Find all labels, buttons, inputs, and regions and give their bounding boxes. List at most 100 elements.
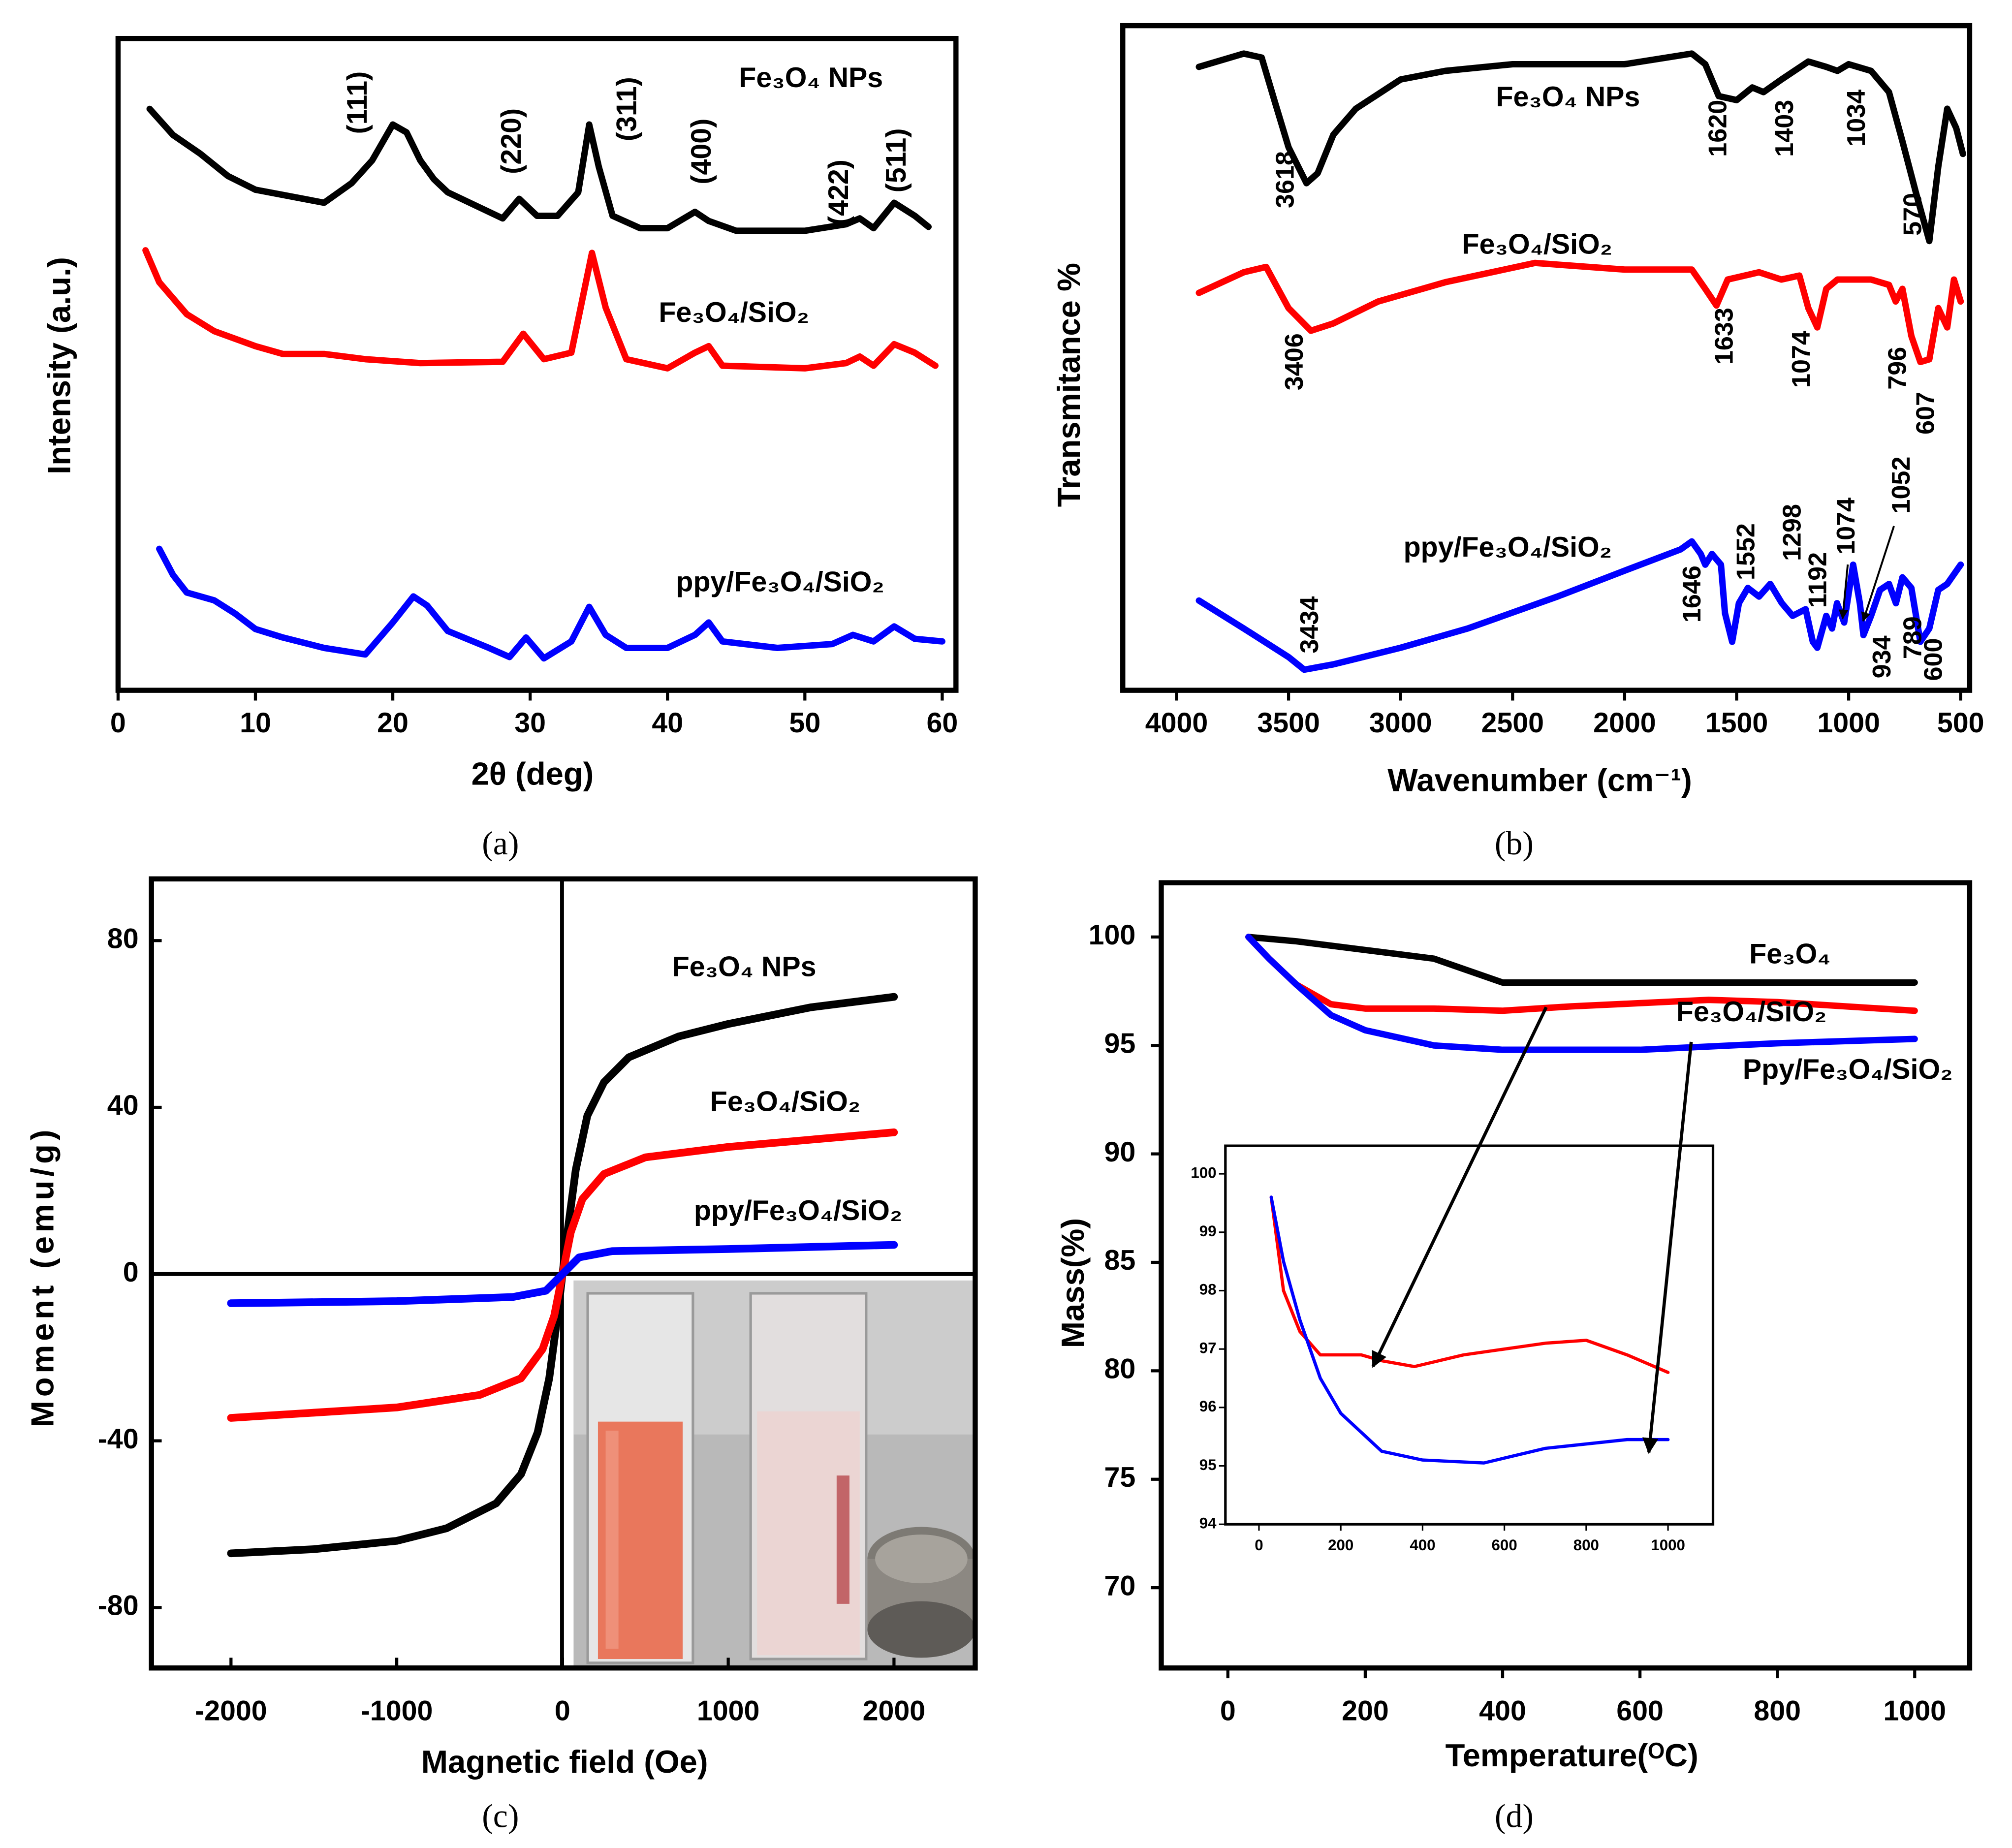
series-line — [1269, 1195, 1670, 1465]
panel-label: (b) — [1495, 825, 1534, 862]
x-tick-label: 60 — [927, 707, 958, 739]
arrow — [1642, 1041, 1693, 1454]
x-tick-label: 400 — [1479, 1695, 1526, 1727]
series-label: Fe₃O₄ NPs — [1496, 81, 1640, 113]
x-tick-label: 400 — [1410, 1536, 1435, 1554]
plot: 0 200 400 600 800 1000707580859095100Fe₃O₄Fe₃… — [1055, 880, 1973, 1834]
x-tick-label: 0 — [555, 1695, 570, 1727]
arrow — [1861, 526, 1895, 622]
x-tick-label: 4000 — [1145, 707, 1208, 739]
series-label: ppy/Fe₃O₄/SiO₂ — [676, 566, 884, 597]
panel-label: (d) — [1495, 1797, 1534, 1834]
x-axis-title: 2θ (deg) — [472, 756, 594, 792]
peak-annotation: 1552 — [1732, 523, 1760, 580]
x-tick-label: 1000 — [1884, 1695, 1947, 1727]
x-axis-title: Magnetic field (Oe) — [421, 1744, 708, 1780]
x-tick-label: 1000 — [697, 1695, 760, 1727]
x-tick-label: 0 — [1220, 1695, 1236, 1727]
series-line — [227, 1241, 898, 1307]
y-tick-label: 95 — [1199, 1456, 1217, 1473]
y-tick-label: 97 — [1199, 1339, 1217, 1356]
arrow — [1838, 564, 1849, 620]
peak-annotation: 3406 — [1280, 333, 1309, 390]
inset-background — [1225, 1146, 1713, 1525]
x-tick-label: 10 — [240, 707, 271, 739]
y-tick-label: -40 — [98, 1423, 139, 1455]
y-axis-title: Transmitance % — [1051, 263, 1087, 507]
x-tick-label: 1500 — [1705, 707, 1768, 739]
peak-annotation: 934 — [1868, 635, 1896, 678]
plot: 0 10 20 30 40 50 60 Fe₃O₄ NPs Fe₃O₄/SiO₂ ppy/Fe₃O… — [41, 35, 959, 862]
x-tick-label: 50 — [789, 707, 820, 739]
peak-annotation: (311) — [611, 77, 643, 141]
arrow — [1371, 1006, 1548, 1368]
peak-annotation: (220) — [496, 108, 527, 174]
peak-annotation: (400) — [686, 119, 717, 185]
peak-annotation: 1052 — [1887, 456, 1916, 513]
series-label: ppy/Fe₃O₄/SiO₂ — [694, 1195, 902, 1226]
y-tick-label: 94 — [1199, 1514, 1217, 1532]
y-tick-label: 70 — [1104, 1570, 1136, 1601]
peak-annotation: 796 — [1883, 347, 1912, 390]
series-line — [1195, 50, 1966, 245]
y-tick-label: 100 — [1191, 1164, 1216, 1181]
y-tick-label: 40 — [107, 1090, 139, 1121]
series-line — [1245, 934, 1918, 986]
peak-annotation: (111) — [342, 71, 373, 134]
peak-annotation: 1298 — [1778, 504, 1807, 561]
x-tick-label: 3000 — [1369, 707, 1432, 739]
plot: 4000 3500 3000 2500 2000 1500 1000 500 Fe₃O₄ NPs… — [1051, 23, 1984, 862]
photo-inset — [573, 1280, 975, 1666]
y-tick-label: 98 — [1199, 1281, 1217, 1298]
panel-label: (c) — [482, 1797, 519, 1834]
peak-annotation: 1034 — [1842, 90, 1871, 147]
peak-annotation: 3618 — [1271, 151, 1300, 208]
x-tick-label: 800 — [1754, 1695, 1801, 1727]
x-tick-label: 1000 — [1651, 1536, 1685, 1554]
series-label: Fe₃O₄/SiO₂ — [659, 297, 810, 328]
x-tick-label: 0 — [110, 707, 126, 739]
x-tick-label: 200 — [1342, 1695, 1389, 1727]
plot-frame — [1159, 880, 1973, 1671]
series-label: Ppy/Fe₃O₄/SiO₂ — [1743, 1054, 1953, 1085]
peak-annotation: 1192 — [1804, 552, 1832, 608]
series-line — [156, 545, 945, 662]
x-axis-title: Wavenumber (cm⁻¹) — [1387, 762, 1692, 798]
plot: -2000 -1000 0 1000 2000 80 40 0 -40 -80 Fe₃O₄ NPs F… — [25, 876, 978, 1834]
series-label: ppy/Fe₃O₄/SiO₂ — [1404, 532, 1612, 563]
x-tick-label: 800 — [1573, 1536, 1599, 1554]
peak-annotation: 1633 — [1710, 308, 1738, 365]
y-tick-label: 99 — [1199, 1222, 1217, 1240]
series-line — [146, 105, 932, 234]
series-label: Fe₃O₄/SiO₂ — [1676, 996, 1827, 1028]
y-tick-label: 80 — [1104, 1353, 1136, 1385]
y-tick-label: 96 — [1199, 1398, 1217, 1415]
series-label: Fe₃O₄ NPs — [739, 62, 883, 94]
x-tick-label: 200 — [1328, 1536, 1353, 1554]
x-tick-label: 600 — [1492, 1536, 1517, 1554]
peak-annotation: (422) — [823, 159, 854, 225]
series-line — [1245, 934, 1918, 1053]
peak-annotation: 600 — [1919, 638, 1948, 681]
plot-frame — [115, 35, 959, 693]
series-label: Fe₃O₄/SiO₂ — [1462, 229, 1613, 260]
y-tick-label: 100 — [1089, 919, 1136, 951]
series-label: Fe₃O₄ — [1749, 938, 1830, 970]
x-tick-label: 2000 — [863, 1695, 926, 1727]
y-tick-label: 80 — [107, 923, 139, 954]
peak-annotation: 1620 — [1703, 100, 1732, 157]
x-tick-label: -2000 — [195, 1695, 267, 1727]
peak-annotation: 1074 — [1832, 498, 1860, 555]
plot: 0 200 400 600 800 1000 94 95 96 97 98 99 100 — [1191, 1144, 1715, 1554]
series-label: Fe₃O₄ NPs — [672, 951, 817, 983]
x-tick-label: 20 — [377, 707, 409, 739]
peak-annotation: 1403 — [1770, 100, 1799, 157]
x-tick-label: 2500 — [1481, 707, 1544, 739]
peak-annotation: 1074 — [1787, 331, 1816, 388]
y-axis-title: Intensity (a.u.) — [41, 257, 77, 474]
y-tick-label: -80 — [98, 1590, 139, 1622]
x-tick-label: -1000 — [361, 1695, 433, 1727]
